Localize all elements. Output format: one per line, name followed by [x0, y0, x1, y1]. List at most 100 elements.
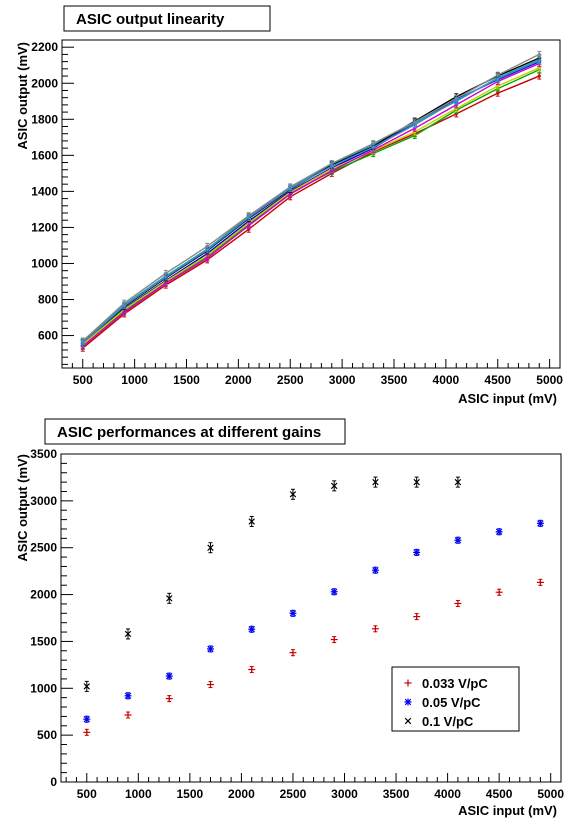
series-1-point [413, 548, 421, 556]
series-4-point [246, 222, 251, 230]
series-0-point [206, 681, 214, 689]
chart-linearity-series [80, 50, 542, 352]
series-0-point [536, 578, 544, 586]
chart-linearity-title: ASIC output linearity [76, 11, 225, 28]
chart-gains-y-tick-label: 1000 [30, 681, 57, 695]
series-8-point [454, 96, 459, 104]
chart-gains-y-tick-label: 3000 [30, 494, 57, 508]
series-8-point [288, 185, 293, 193]
series-8-point [412, 121, 417, 129]
chart-linearity-ylabel: ASIC output (mV) [15, 42, 30, 150]
series-2-point [207, 542, 214, 554]
chart-gains-x-tick-label: 5000 [537, 787, 564, 801]
series-line-4 [82, 62, 540, 347]
chart-gains-x-tick-label: 1500 [177, 787, 204, 801]
series-0-point [495, 588, 503, 596]
series-2-point [166, 592, 173, 604]
chart-linearity-y-tick-label: 800 [38, 293, 58, 307]
chart-gains-x-tick-label: 2000 [228, 787, 255, 801]
chart-gains-frame [60, 453, 562, 783]
chart-gains-title: ASIC performances at different gains [57, 424, 321, 441]
chart-linearity-x-tick-label: 1000 [121, 373, 148, 387]
series-line-1 [82, 69, 540, 347]
series-8-point [246, 214, 251, 222]
chart-gains-y-axis: 0 500 1000 1500 2000 2500 3000 3500 [30, 447, 73, 789]
legend-label-1: 0.05 V/pC [422, 695, 481, 710]
series-line-2 [82, 60, 540, 345]
series-0-point [413, 613, 421, 621]
series-line-0 [82, 75, 540, 349]
series-8-point [329, 162, 334, 170]
chart-linearity-x-tick-label: 2500 [277, 373, 304, 387]
chart-linearity-title-box [63, 5, 271, 32]
chart-linearity-x-tick-label: 5000 [536, 373, 563, 387]
chart-gains-x-axis: 500 1000 1500 2000 2500 3000 3500 4000 4500 5000 [65, 773, 564, 801]
legend-marker-1 [404, 698, 412, 706]
chart-gains-y-tick-label: 2000 [30, 588, 57, 602]
chart-gains-y-tick-label: 0 [50, 775, 57, 789]
series-1-point [330, 588, 338, 596]
series-8-point [205, 246, 210, 254]
series-1-point [289, 609, 297, 617]
series-2-point [248, 515, 255, 527]
chart-linearity-y-tick-label: 1000 [31, 256, 58, 270]
chart-linearity: ASIC output linearity 500 1000 1500 2000 250… [15, 5, 563, 406]
series-1-point [371, 566, 379, 574]
series-2-point [413, 476, 420, 488]
series-2-point [454, 476, 462, 488]
series-2-point [124, 628, 132, 640]
series-0-point [454, 599, 462, 607]
chart-gains-y-tick-label: 2500 [30, 541, 57, 555]
chart-gains-y-tick-label: 3500 [30, 447, 57, 461]
chart-gains-points [83, 476, 544, 736]
chart-gains: ASIC performances at different gains 500… [15, 418, 564, 818]
chart-gains-x-tick-label: 3000 [331, 787, 358, 801]
series-0-point [83, 728, 91, 736]
series-4-point [205, 254, 210, 262]
chart-linearity-y-tick-label: 1400 [31, 184, 58, 198]
chart-gains-xlabel: ASIC input (mV) [458, 803, 557, 818]
chart-linearity-x-tick-label: 3500 [381, 373, 408, 387]
chart-linearity-x-tick-label: 4000 [433, 373, 460, 387]
chart-gains-x-tick-label: 1000 [125, 787, 152, 801]
chart-gains-x-tick-label: 4000 [434, 787, 461, 801]
series-line-3 [82, 67, 540, 346]
series-1-point [454, 536, 462, 544]
chart-gains-title-box [44, 418, 346, 445]
series-1-point [536, 519, 544, 527]
chart-linearity-xlabel: ASIC input (mV) [458, 391, 557, 406]
series-8-point [80, 339, 85, 347]
series-line-8 [82, 60, 540, 344]
series-line-7 [82, 53, 540, 342]
series-2-point [372, 476, 379, 488]
chart-linearity-x-tick-label: 1500 [173, 373, 200, 387]
series-2-point [83, 680, 90, 692]
chart-linearity-y-tick-label: 1200 [31, 220, 58, 234]
legend-marker-2 [404, 717, 412, 725]
series-8-point [122, 302, 127, 310]
series-0-point [124, 711, 132, 719]
chart-linearity-y-axis: 600 800 1000 1200 1400 1600 1800 2000 2200 [31, 39, 74, 365]
series-0-point [537, 72, 542, 80]
chart-linearity-x-tick-label: 3000 [329, 373, 356, 387]
series-1-point [206, 645, 214, 653]
legend-marker-0 [404, 679, 412, 687]
series-8-point [495, 75, 500, 83]
chart-linearity-y-tick-label: 600 [38, 329, 58, 343]
chart-gains-x-tick-label: 2500 [280, 787, 307, 801]
chart-gains-x-tick-label: 500 [77, 787, 97, 801]
series-1-point [495, 528, 503, 536]
series-0-point [371, 625, 379, 633]
series-1-point [83, 715, 91, 723]
chart-linearity-y-tick-label: 1600 [31, 148, 58, 162]
series-0-point [330, 636, 338, 644]
series-1-point [124, 692, 132, 700]
series-8-point [163, 273, 168, 281]
series-1-point [165, 672, 173, 680]
chart-linearity-x-tick-label: 2000 [225, 373, 252, 387]
legend-label-2: 0.1 V/pC [422, 714, 474, 729]
series-0-point [165, 695, 173, 703]
series-0-point [248, 666, 256, 674]
chart-linearity-y-tick-label: 1800 [31, 112, 58, 126]
